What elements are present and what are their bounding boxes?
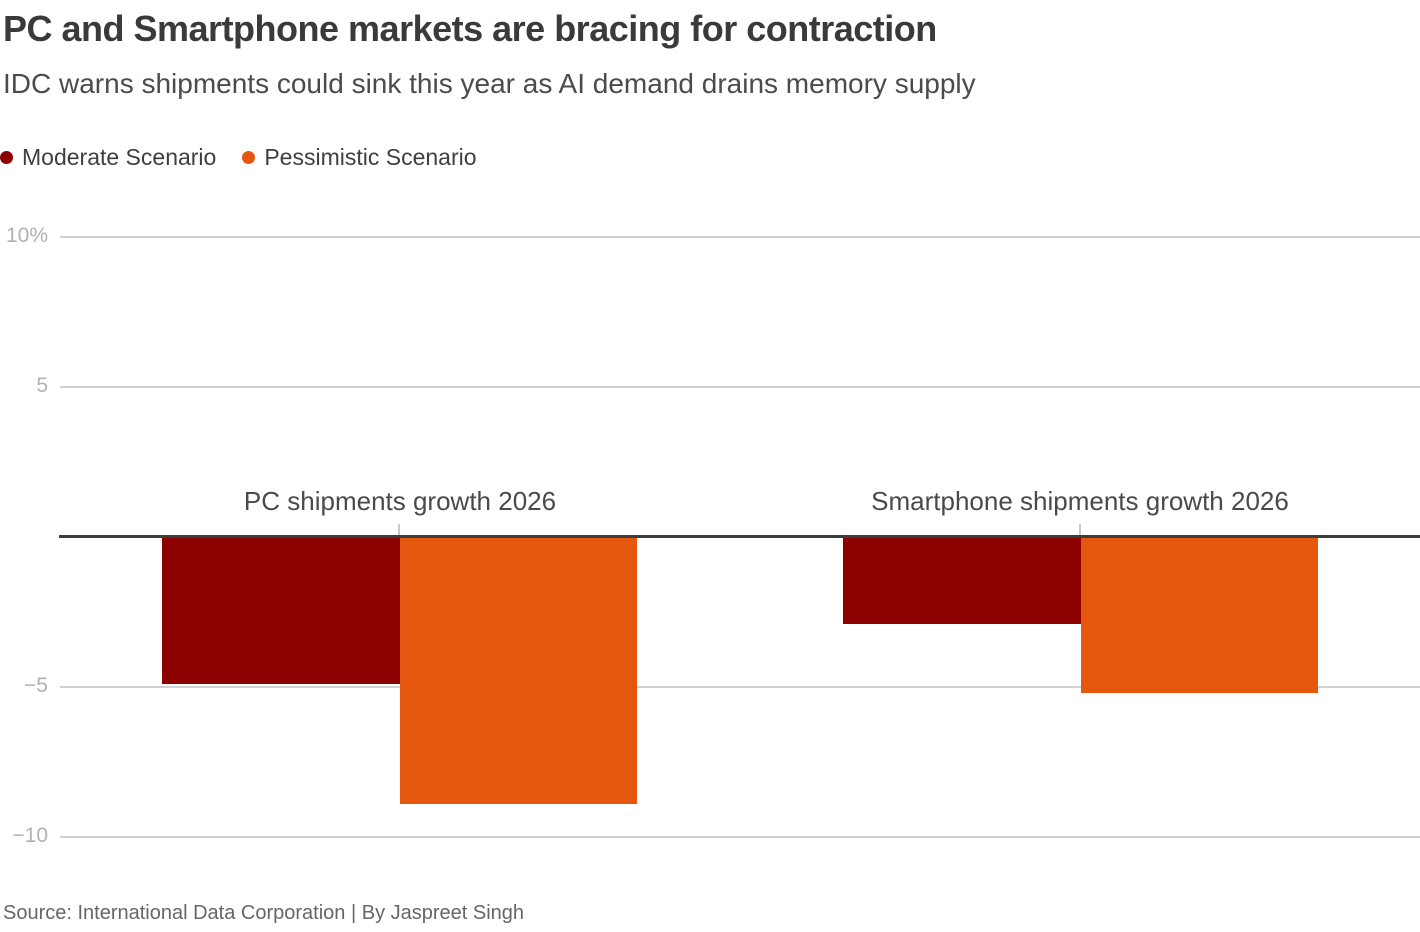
category-label-smartphone: Smartphone shipments growth 2026 (871, 486, 1289, 516)
source-line: Source: International Data Corporation |… (3, 902, 525, 924)
chart-subtitle: IDC warns shipments could sink this year… (3, 68, 976, 99)
gridline (60, 385, 1420, 388)
gridline (60, 685, 1420, 688)
legend-label-moderate: Moderate Scenario (22, 144, 217, 170)
legend-item-pessimistic: Pessimistic Scenario (242, 144, 477, 171)
bar-smartphone-moderate-scenario (843, 536, 1081, 624)
bar-pc-moderate-scenario (162, 536, 400, 684)
gridline (60, 835, 1420, 838)
legend-label-pessimistic: Pessimistic Scenario (264, 144, 477, 170)
category-tick-smartphone (1079, 524, 1081, 536)
legend-item-moderate: Moderate Scenario (0, 144, 216, 171)
legend-dot-moderate-icon (0, 151, 13, 164)
legend-dot-pessimistic-icon (242, 151, 256, 164)
zero-axis-line (59, 535, 1420, 538)
bar-pc-pessimistic-scenario (399, 536, 637, 804)
y-axis-tick-label: −10 (12, 823, 48, 847)
chart-title: PC and Smartphone markets are bracing fo… (3, 8, 937, 49)
bar-smartphone-pessimistic-scenario (1080, 536, 1318, 693)
y-axis-tick-label: −5 (24, 673, 48, 697)
category-tick-pc (398, 524, 400, 536)
gridline (60, 235, 1420, 238)
category-label-pc: PC shipments growth 2026 (243, 486, 557, 516)
legend: Moderate Scenario Pessimistic Scenario (0, 144, 477, 171)
y-axis-tick-label: 10% (5, 223, 48, 247)
y-axis-tick-label: 5 (36, 373, 48, 397)
